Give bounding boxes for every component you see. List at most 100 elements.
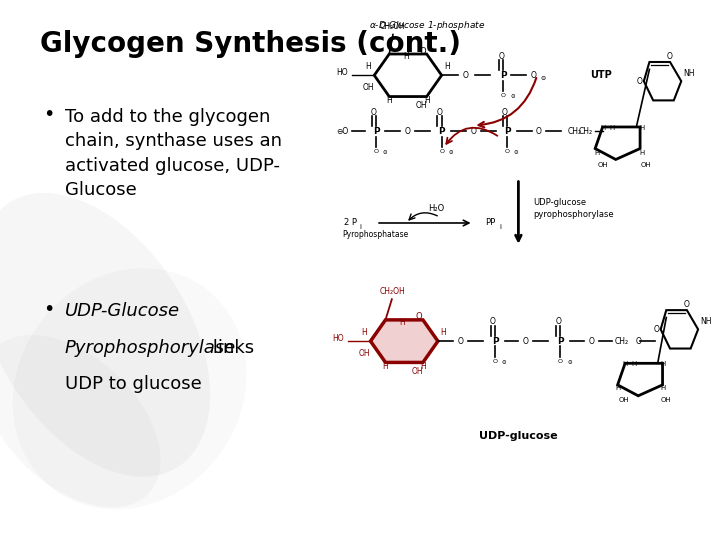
Text: OH: OH [412, 367, 423, 376]
Text: To add to the glycogen
chain, synthase uses an
activated glucose, UDP-
Glucose: To add to the glycogen chain, synthase u… [65, 108, 282, 199]
Text: O: O [588, 336, 594, 346]
Text: H: H [632, 361, 637, 367]
Text: H: H [609, 125, 615, 131]
Text: H: H [444, 63, 450, 71]
Text: ⊖: ⊖ [567, 360, 572, 365]
Text: ⊖: ⊖ [449, 150, 453, 155]
Text: $\alpha$-D-Glucose 1-phosphate: $\alpha$-D-Glucose 1-phosphate [369, 18, 485, 31]
Text: NH: NH [700, 318, 711, 327]
Text: O: O [371, 107, 377, 117]
Text: H: H [595, 150, 600, 156]
Text: O: O [490, 318, 496, 327]
Text: O: O [505, 149, 510, 154]
Text: P: P [500, 71, 507, 80]
Text: H: H [365, 63, 371, 71]
Text: i: i [500, 225, 502, 231]
Text: H: H [420, 362, 426, 371]
Text: OH: OH [640, 162, 651, 168]
Text: O: O [416, 313, 423, 321]
Text: •: • [43, 300, 55, 319]
Text: OH: OH [363, 83, 374, 92]
Text: OH: OH [359, 349, 371, 358]
Text: H: H [400, 318, 405, 327]
Text: 2 P: 2 P [344, 219, 357, 227]
Text: OH: OH [661, 397, 672, 403]
Text: O: O [536, 127, 542, 136]
Text: H: H [660, 385, 665, 391]
Text: Pyrophosphorylase: Pyrophosphorylase [65, 339, 236, 356]
Text: H: H [424, 96, 430, 105]
Text: H: H [382, 362, 388, 371]
Text: H: H [660, 361, 665, 367]
Text: O: O [498, 52, 504, 60]
Text: H: H [387, 96, 392, 105]
Text: H: H [361, 328, 367, 338]
Text: ⊖: ⊖ [502, 360, 507, 365]
Text: H: H [441, 328, 446, 338]
Text: Glycogen Synthesis (cont.): Glycogen Synthesis (cont.) [40, 30, 461, 58]
Text: O: O [501, 93, 506, 98]
Text: O: O [684, 300, 690, 309]
Text: ⊖O: ⊖O [336, 127, 348, 136]
Text: ⊖: ⊖ [510, 94, 515, 99]
Text: P: P [557, 336, 564, 346]
Text: O: O [531, 71, 536, 80]
Text: O: O [654, 325, 660, 334]
Text: UDP-Glucose: UDP-Glucose [65, 302, 180, 320]
Ellipse shape [0, 335, 161, 508]
Text: P: P [492, 336, 498, 346]
Text: H: H [615, 385, 620, 391]
Text: ⊖: ⊖ [541, 76, 546, 82]
Text: O: O [374, 149, 379, 154]
Text: OH: OH [598, 162, 608, 168]
Text: O: O [492, 359, 498, 364]
Text: HO: HO [337, 68, 348, 77]
Text: UDP to glucose: UDP to glucose [65, 375, 202, 393]
Text: O: O [405, 127, 411, 136]
Text: H: H [639, 150, 644, 156]
Text: O: O [420, 46, 426, 56]
Text: H: H [600, 125, 606, 131]
Text: CH₂OH: CH₂OH [380, 287, 406, 296]
Text: O: O [523, 336, 528, 346]
Text: O: O [558, 359, 563, 364]
Text: •: • [43, 105, 55, 124]
Text: O: O [439, 149, 444, 154]
Ellipse shape [13, 268, 246, 509]
Text: i: i [359, 225, 361, 231]
Text: CH₂: CH₂ [579, 127, 593, 136]
Text: H: H [623, 361, 628, 367]
Text: O: O [667, 52, 673, 60]
Text: O: O [471, 127, 477, 136]
Text: UTP: UTP [590, 70, 612, 80]
Text: HO: HO [332, 334, 343, 343]
Text: P: P [373, 127, 379, 136]
Text: NH: NH [683, 69, 695, 78]
Text: UDP-glucose
pyrophosphorylase: UDP-glucose pyrophosphorylase [534, 198, 614, 219]
Text: O: O [463, 71, 469, 80]
Text: P: P [438, 127, 445, 136]
Text: Pyrophosphatase: Pyrophosphatase [343, 230, 409, 239]
Text: O: O [457, 336, 463, 346]
Text: PP: PP [485, 219, 495, 227]
Text: CH₂: CH₂ [614, 336, 629, 346]
Text: H₂O: H₂O [428, 204, 444, 213]
Text: ⊖: ⊖ [514, 150, 518, 155]
Text: UDP-glucose: UDP-glucose [479, 431, 558, 441]
Text: O: O [635, 336, 641, 346]
Text: O: O [436, 107, 442, 117]
Text: CH₂: CH₂ [567, 127, 582, 136]
Text: O: O [636, 77, 643, 86]
Text: O: O [502, 107, 508, 117]
Text: CH₂OH: CH₂OH [380, 23, 406, 31]
Polygon shape [371, 320, 438, 362]
Text: OH: OH [415, 101, 427, 110]
Text: O: O [555, 318, 561, 327]
Text: ⊖: ⊖ [383, 150, 387, 155]
Text: P: P [504, 127, 510, 136]
Text: links: links [207, 339, 253, 356]
Text: H: H [639, 125, 644, 131]
Text: H: H [403, 52, 409, 61]
Ellipse shape [0, 193, 210, 477]
Text: OH: OH [618, 397, 629, 403]
